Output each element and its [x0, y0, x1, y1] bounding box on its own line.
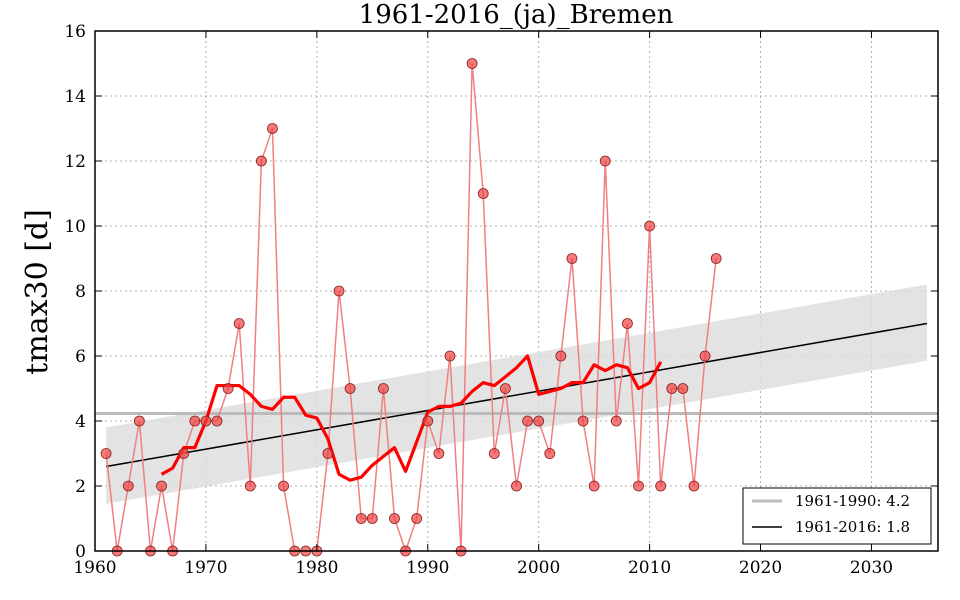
data-point: [222, 383, 234, 394]
data-point: [100, 448, 112, 459]
data-point: [688, 480, 700, 492]
data-point: [189, 415, 201, 427]
data-point: [477, 188, 489, 199]
marker-layer: [100, 58, 722, 557]
data-point: [577, 415, 589, 427]
y-tick-label: 10: [64, 217, 86, 237]
data-point: [488, 448, 500, 459]
data-point: [444, 350, 456, 362]
x-tick-label: 2000: [517, 558, 560, 578]
data-point: [522, 415, 533, 427]
legend-box: [742, 487, 932, 545]
data-point: [211, 415, 223, 427]
data-point: [633, 480, 644, 492]
y-tick-label: 6: [75, 347, 86, 367]
data-point: [710, 253, 722, 264]
data-point: [677, 383, 689, 394]
data-point: [178, 448, 190, 459]
data-point: [622, 318, 633, 329]
chart-title: 1961-2016_(ja)_Bremen: [359, 0, 674, 30]
data-point: [644, 220, 656, 232]
y-tick-label: 2: [75, 477, 86, 497]
data-point: [699, 350, 711, 362]
data-point: [133, 415, 145, 427]
data-point: [422, 415, 434, 427]
data-point: [610, 415, 622, 427]
y-tick-label: 8: [75, 282, 86, 302]
data-point: [588, 480, 600, 492]
confidence-band-layer: [106, 284, 927, 504]
data-point: [389, 513, 400, 524]
data-point: [333, 285, 345, 297]
smoothed-series-line: [160, 354, 663, 482]
data-point: [544, 448, 556, 459]
x-tick-label: 1970: [184, 558, 227, 578]
data-point: [666, 383, 678, 394]
y-tick-label: 14: [64, 87, 86, 107]
data-point: [655, 480, 667, 492]
y-tick-label: 4: [75, 412, 86, 432]
data-point: [156, 480, 167, 492]
data-point: [433, 448, 445, 459]
data-point: [244, 480, 256, 492]
legend-trend-label: 1961-2016: 1.8: [795, 518, 910, 536]
y-tick-label: 12: [64, 152, 86, 172]
data-point: [122, 480, 134, 492]
data-point: [566, 253, 578, 264]
data-point: [233, 318, 245, 329]
data-point: [599, 155, 611, 167]
data-point: [344, 383, 356, 394]
trend-confidence-band: [106, 284, 927, 504]
x-tick-label: 1960: [73, 558, 116, 578]
data-point: [466, 58, 478, 69]
x-tick-label: 1980: [295, 558, 338, 578]
data-point: [511, 480, 522, 492]
trend-line: [105, 322, 928, 468]
data-point: [533, 415, 545, 427]
data-point: [267, 123, 278, 134]
x-tick-label: 2010: [628, 558, 671, 578]
data-point: [355, 513, 367, 524]
y-tick-label: 0: [75, 542, 86, 562]
y-axis-label: tmax30 [d]: [20, 209, 55, 375]
y-tick-label: 16: [64, 22, 86, 42]
legend-baseline-label: 1961-1990: 4.2: [795, 492, 910, 510]
data-point: [555, 350, 567, 362]
x-tick-label: 2030: [850, 558, 893, 578]
data-point: [500, 383, 511, 394]
data-point: [377, 383, 389, 394]
x-tick-label: 2020: [739, 558, 782, 578]
data-point: [411, 513, 423, 524]
data-point: [322, 448, 334, 459]
data-point: [366, 513, 378, 524]
legend: 1961-1990: 4.2 1961-2016: 1.8: [742, 487, 932, 545]
data-point: [255, 155, 267, 167]
x-tick-label: 1990: [406, 558, 449, 578]
data-point: [200, 415, 212, 427]
tick-layer: 1960 1970 1980 1990 2000 2010 2020 2030 0 2 4 6 8 10 1…: [64, 22, 938, 578]
data-point: [278, 480, 289, 492]
